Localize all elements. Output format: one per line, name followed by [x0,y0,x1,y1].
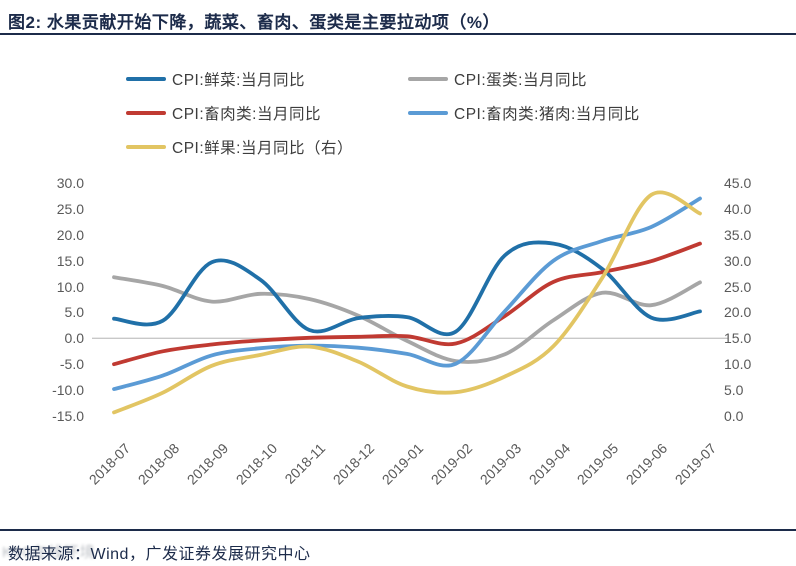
legend-item: CPI:畜肉类:当月同比 [126,102,408,124]
legend-swatch-icon [126,76,166,82]
legend-label: CPI:鲜菜:当月同比 [172,72,305,89]
legend-item: CPI:蛋类:当月同比 [408,68,587,90]
legend-item: CPI:鲜果:当月同比（右） [126,136,408,158]
left-axis-tick-label: -5.0 [59,356,84,373]
series-line-4 [112,190,702,415]
series-line-0 [112,240,702,336]
series-line-3 [112,196,702,391]
left-axis-tick-label: 30.0 [56,175,84,191]
right-axis-tick-label: 15.0 [724,330,752,347]
legend-swatch-icon [126,144,166,150]
left-axis-tick-label: 5.0 [64,304,84,321]
left-axis-tick-label: 0.0 [64,330,84,347]
footer-divider [0,529,796,531]
watermark: K90在线环境 [2,544,96,561]
right-axis-tick-label: 30.0 [724,252,752,269]
left-axis-tick-label: -15.0 [52,408,84,424]
legend-label: CPI:畜肉类:猪肉:当月同比 [454,106,640,123]
series-line-1 [112,275,702,364]
right-axis-tick-label: 20.0 [724,304,752,321]
legend-swatch-icon [408,76,448,82]
right-axis-tick-label: 35.0 [724,226,752,243]
right-axis-tick-label: 0.0 [724,408,744,424]
right-axis-tick-label: 40.0 [724,200,752,217]
legend-row: CPI:鲜菜:当月同比 CPI:蛋类:当月同比 [126,62,686,96]
right-axis-tick-label: 25.0 [724,278,752,295]
left-axis-tick-label: 20.0 [56,226,84,243]
left-axis-tick-label: -10.0 [52,382,84,399]
legend-swatch-icon [126,110,166,116]
legend-label: CPI:畜肉类:当月同比 [172,106,321,123]
figure-title: 图2: 水果贡献开始下降，蔬菜、畜肉、蛋类是主要拉动项（%） [8,13,500,32]
title-divider [0,33,796,35]
legend: CPI:鲜菜:当月同比 CPI:蛋类:当月同比 CPI:畜肉类:当月同比 CPI:畜肉… [126,62,686,164]
right-axis-tick-label: 5.0 [724,382,744,399]
right-axis-tick-label: 45.0 [724,175,752,191]
legend-row: CPI:畜肉类:当月同比 CPI:畜肉类:猪肉:当月同比 [126,96,686,130]
legend-swatch-icon [408,110,448,116]
data-source-text: 数据来源：Wind，广发证券发展研究中心 [8,546,311,563]
left-axis-tick-label: 25.0 [56,200,84,217]
legend-label: CPI:蛋类:当月同比 [454,72,587,89]
legend-item: CPI:畜肉类:猪肉:当月同比 [408,102,640,124]
left-axis-tick-label: 10.0 [56,278,84,295]
legend-label: CPI:鲜果:当月同比（右） [172,140,353,157]
legend-row: CPI:鲜果:当月同比（右） [126,130,686,164]
left-axis-tick-label: 15.0 [56,252,84,269]
right-axis-tick-label: 10.0 [724,356,752,373]
legend-item: CPI:鲜菜:当月同比 [126,68,408,90]
series-line-2 [112,241,702,367]
